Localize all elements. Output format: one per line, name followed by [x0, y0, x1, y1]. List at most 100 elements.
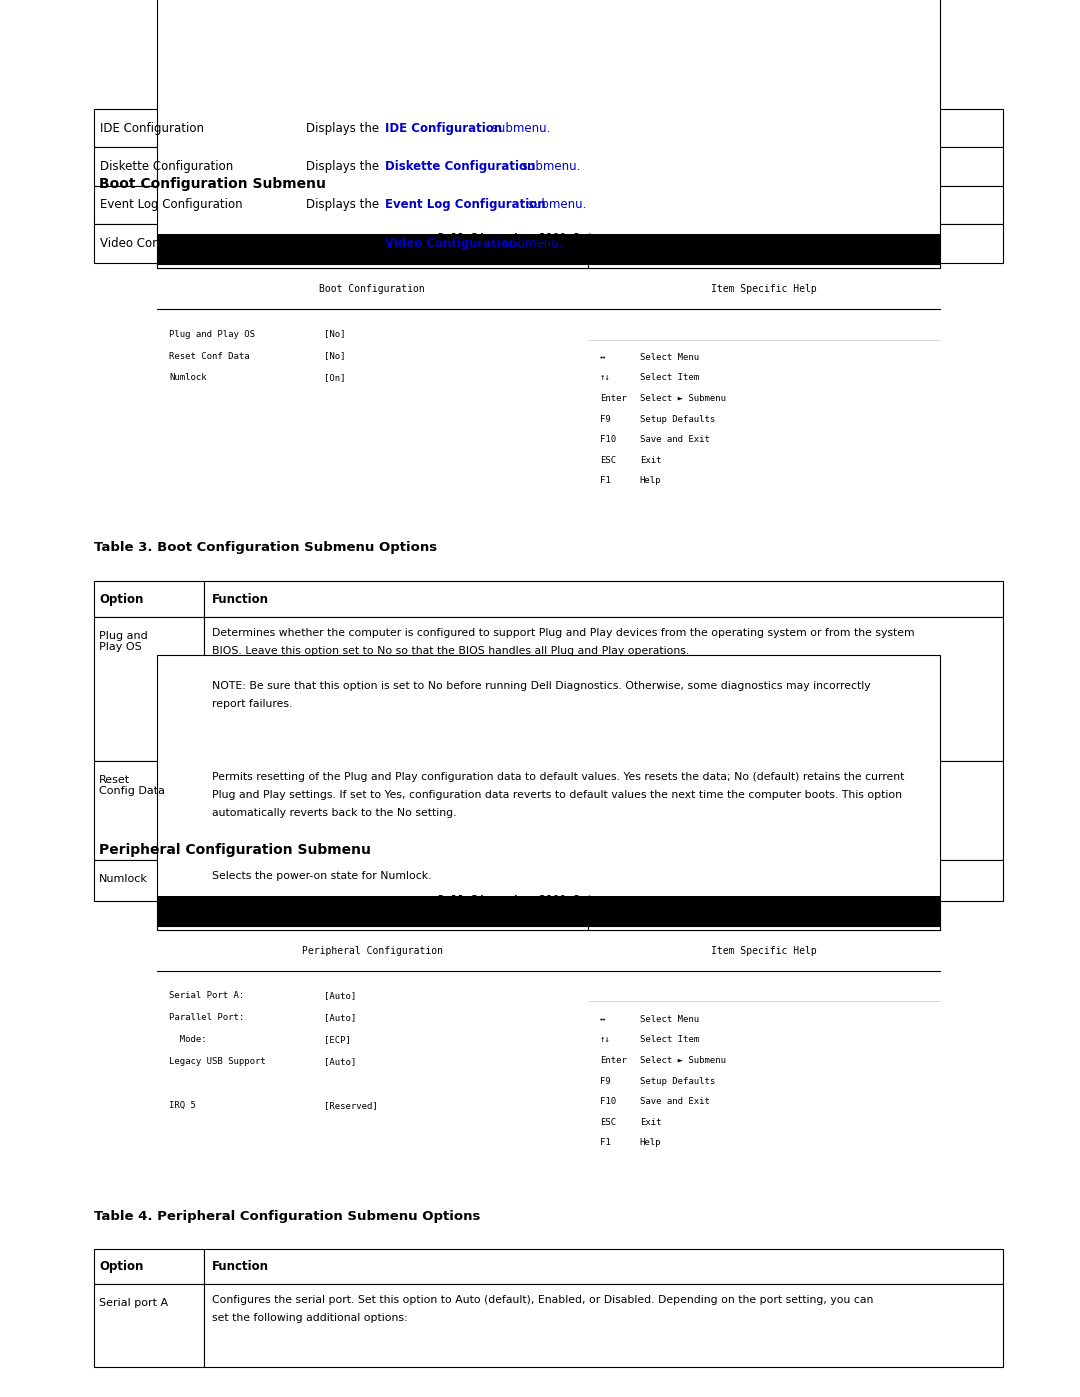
Bar: [157, 0, 940, 268]
Text: Plug and Play settings. If set to Yes, configuration data reverts to default val: Plug and Play settings. If set to Yes, c…: [212, 789, 902, 800]
Text: Serial port A: Serial port A: [99, 1298, 168, 1308]
Text: F9: F9: [600, 1077, 611, 1085]
Bar: [94, 186, 298, 224]
Text: Function: Function: [212, 1260, 269, 1273]
Text: Numlock: Numlock: [99, 873, 148, 884]
Bar: [298, 109, 1002, 147]
Text: Item Specific Help: Item Specific Help: [711, 284, 816, 293]
Bar: [94, 224, 298, 263]
Text: Determines whether the computer is configured to support Plug and Play devices f: Determines whether the computer is confi…: [212, 627, 915, 638]
Text: Video Configuration: Video Configuration: [100, 237, 217, 250]
Text: Displays the: Displays the: [306, 198, 383, 211]
Text: Dell Dimension 2100 Setup: Dell Dimension 2100 Setup: [437, 233, 607, 243]
Text: Reset Conf Data: Reset Conf Data: [170, 352, 249, 360]
Text: ↑↓: ↑↓: [600, 373, 611, 383]
Text: report failures.: report failures.: [212, 700, 293, 710]
Text: F9: F9: [600, 415, 611, 423]
Bar: [204, 761, 1002, 861]
Text: Option: Option: [99, 1260, 144, 1273]
Text: F1: F1: [600, 476, 611, 486]
Text: [Reserved]: [Reserved]: [324, 1101, 378, 1111]
Bar: [94, 147, 298, 186]
Text: Select Item: Select Item: [639, 373, 699, 383]
Text: ↑↓: ↑↓: [600, 1035, 611, 1045]
Text: Function: Function: [212, 592, 269, 605]
Text: Event Log Configuration: Event Log Configuration: [384, 198, 545, 211]
Text: Displays the: Displays the: [306, 237, 383, 250]
Text: Plug and
Play OS: Plug and Play OS: [99, 630, 148, 652]
Text: Exit: Exit: [639, 455, 661, 465]
Text: [No]: [No]: [324, 330, 346, 338]
Bar: [204, 861, 1002, 901]
Text: Displays the: Displays the: [306, 122, 383, 134]
Text: Peripheral Configuration Submenu: Peripheral Configuration Submenu: [99, 844, 372, 858]
Text: ESC: ESC: [600, 1118, 617, 1127]
Text: Dell Dimension 2100 Setup: Dell Dimension 2100 Setup: [437, 895, 607, 905]
Text: Reset
Config Data: Reset Config Data: [99, 775, 165, 796]
Bar: [157, 655, 940, 930]
Bar: [157, 895, 940, 926]
Bar: [298, 224, 1002, 263]
Text: [On]: [On]: [324, 373, 346, 383]
Text: Setup Defaults: Setup Defaults: [639, 415, 715, 423]
Bar: [94, 581, 204, 617]
Text: [No]: [No]: [324, 352, 346, 360]
Bar: [157, 926, 940, 930]
Bar: [94, 761, 204, 861]
Text: set the following additional options:: set the following additional options:: [212, 1313, 407, 1323]
Text: Select Menu: Select Menu: [639, 1014, 699, 1024]
Text: submenu.: submenu.: [518, 161, 580, 173]
Text: Setup Defaults: Setup Defaults: [639, 1077, 715, 1085]
Bar: [94, 1249, 204, 1284]
Text: submenu.: submenu.: [524, 198, 586, 211]
Text: Configures the serial port. Set this option to Auto (default), Enabled, or Disab: Configures the serial port. Set this opt…: [212, 1295, 874, 1305]
Text: ESC: ESC: [600, 455, 617, 465]
Text: Plug and Play OS: Plug and Play OS: [170, 330, 255, 338]
Text: Video Configuration: Video Configuration: [384, 237, 517, 250]
Bar: [204, 581, 1002, 617]
Text: [ECP]: [ECP]: [324, 1035, 351, 1045]
Text: F10: F10: [600, 1097, 617, 1106]
Text: Table 4. Peripheral Configuration Submenu Options: Table 4. Peripheral Configuration Submen…: [94, 1210, 481, 1222]
Text: [Auto]: [Auto]: [324, 992, 356, 1000]
Text: Help: Help: [639, 1139, 661, 1147]
Text: Legacy USB Support: Legacy USB Support: [170, 1058, 266, 1066]
Text: IDE Configuration: IDE Configuration: [384, 122, 502, 134]
Text: Event Log Configuration: Event Log Configuration: [100, 198, 243, 211]
Text: Boot Configuration Submenu: Boot Configuration Submenu: [99, 177, 326, 191]
Text: submenu.: submenu.: [500, 237, 563, 250]
Bar: [204, 1249, 1002, 1284]
Text: [Auto]: [Auto]: [324, 1013, 356, 1023]
Text: F10: F10: [600, 436, 617, 444]
Text: submenu.: submenu.: [488, 122, 550, 134]
Text: Numlock: Numlock: [170, 373, 207, 383]
Text: IRQ 5: IRQ 5: [170, 1101, 197, 1111]
Text: Serial Port A:: Serial Port A:: [170, 992, 244, 1000]
Text: Select ► Submenu: Select ► Submenu: [639, 1056, 726, 1065]
Bar: [94, 617, 204, 761]
Text: Displays the: Displays the: [306, 161, 383, 173]
Text: Peripheral Configuration: Peripheral Configuration: [301, 946, 443, 956]
Text: Advanced: Advanced: [247, 244, 297, 254]
Text: Table 3. Boot Configuration Submenu Options: Table 3. Boot Configuration Submenu Opti…: [94, 541, 437, 553]
Bar: [94, 1284, 204, 1366]
Text: Save and Exit: Save and Exit: [639, 1097, 710, 1106]
Text: IDE Configuration: IDE Configuration: [100, 122, 204, 134]
Bar: [204, 617, 1002, 761]
Text: ↔: ↔: [600, 1014, 606, 1024]
Bar: [157, 895, 245, 926]
Text: ↔: ↔: [600, 353, 606, 362]
Text: Advanced: Advanced: [247, 905, 297, 916]
Text: F1: F1: [600, 1139, 611, 1147]
Text: Enter: Enter: [600, 394, 626, 404]
Text: Save and Exit: Save and Exit: [639, 436, 710, 444]
Text: Help: Help: [639, 476, 661, 486]
Text: automatically reverts back to the No setting.: automatically reverts back to the No set…: [212, 807, 457, 817]
Text: Item Specific Help: Item Specific Help: [711, 946, 816, 956]
Text: Select Item: Select Item: [639, 1035, 699, 1045]
Bar: [298, 186, 1002, 224]
Text: Permits resetting of the Plug and Play configuration data to default values. Yes: Permits resetting of the Plug and Play c…: [212, 773, 904, 782]
Text: Selects the power-on state for Numlock.: Selects the power-on state for Numlock.: [212, 870, 432, 882]
Text: Diskette Configuration: Diskette Configuration: [384, 161, 536, 173]
Text: Exit: Exit: [639, 1118, 661, 1127]
